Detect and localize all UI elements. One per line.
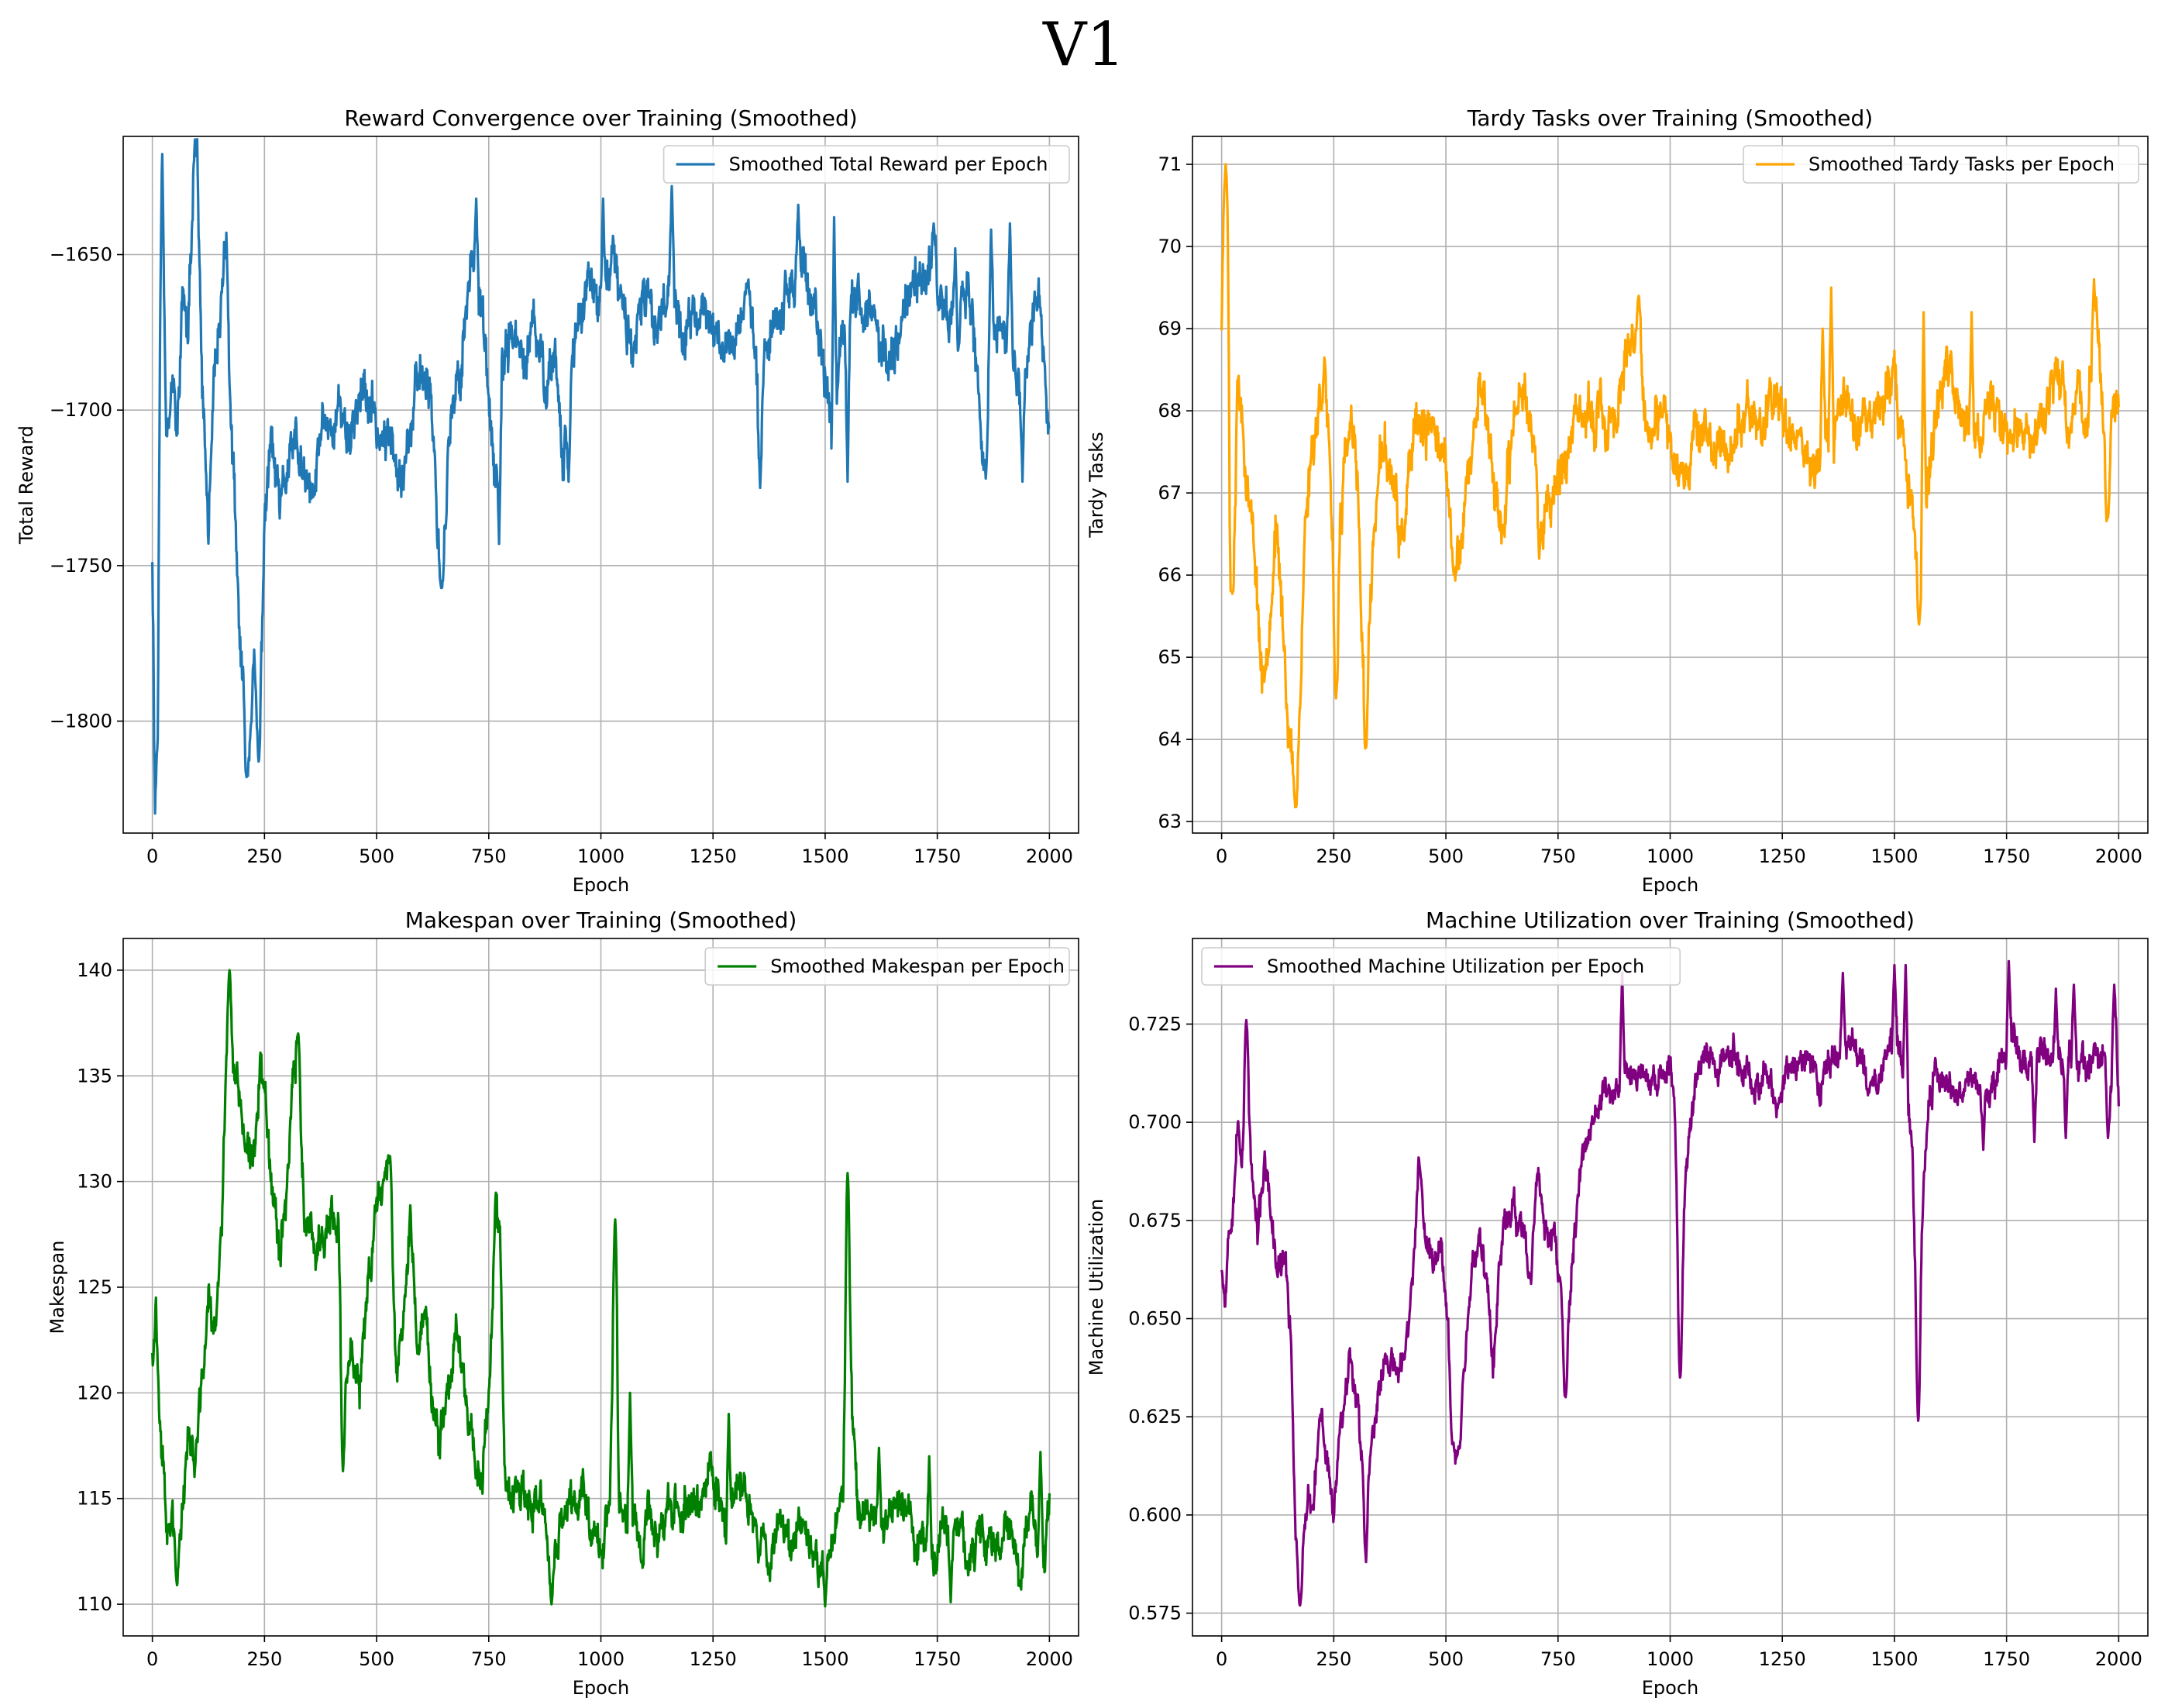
x-axis-label: Epoch [573, 874, 630, 896]
x-tick-label: 1000 [1647, 845, 1694, 867]
x-tick-label: 1250 [1759, 845, 1806, 867]
y-axis-label: Makespan [46, 1241, 68, 1334]
legend: Smoothed Tardy Tasks per Epoch [1743, 145, 2139, 184]
x-tick-label: 500 [359, 845, 394, 867]
legend: Smoothed Machine Utilization per Epoch [1201, 947, 1681, 986]
x-tick-label: 1500 [1870, 1648, 1918, 1670]
legend-box [1743, 145, 2139, 184]
x-tick-label: 2000 [2095, 845, 2142, 867]
y-axis-label: Machine Utilization [1086, 1199, 1107, 1376]
chart-title: Reward Convergence over Training (Smooth… [344, 105, 857, 131]
x-tick-label: 0 [146, 1648, 158, 1670]
legend-box [662, 145, 1070, 184]
y-tick-label: −1750 [50, 555, 112, 577]
y-tick-label: 0.625 [1128, 1406, 1182, 1427]
x-tick-label: 0 [146, 845, 158, 867]
x-tick-label: 1000 [577, 1648, 625, 1670]
chart-3: 0 250 500 750 1000 1250 1500 1750 2000 110 115 120 1… [46, 907, 1079, 1699]
legend-box [704, 947, 1070, 986]
chart-2: 0 250 500 750 1000 1250 1500 1750 2000 63 64 65 66 67… [1086, 105, 2149, 896]
x-tick-label: 250 [246, 845, 282, 867]
y-tick-label: 110 [77, 1593, 112, 1615]
y-tick-label: 68 [1158, 400, 1182, 422]
y-tick-label: −1700 [50, 399, 112, 421]
x-tick-label: 1750 [1983, 845, 2030, 867]
legend: Smoothed Makespan per Epoch [704, 947, 1070, 986]
y-tick-label: 140 [77, 959, 112, 981]
y-tick-label: 125 [77, 1276, 112, 1298]
y-tick-label: 0.725 [1128, 1013, 1182, 1035]
legend-box [1201, 947, 1681, 986]
y-tick-label: 0.700 [1128, 1111, 1182, 1133]
x-tick-label: 1750 [1983, 1648, 2030, 1670]
y-tick-label: −1650 [50, 244, 112, 266]
x-tick-label: 750 [1540, 845, 1576, 867]
x-tick-label: 750 [471, 1648, 507, 1670]
x-tick-label: 500 [1428, 1648, 1464, 1670]
x-tick-label: 1000 [1647, 1648, 1694, 1670]
x-tick-label: 750 [471, 845, 507, 867]
x-tick-label: 0 [1216, 845, 1227, 867]
x-tick-label: 500 [1428, 845, 1464, 867]
x-tick-label: 2000 [1026, 1648, 1073, 1670]
figure-suptitle: V1 [1042, 10, 1125, 80]
y-tick-label: 0.650 [1128, 1308, 1182, 1330]
x-tick-label: 1500 [801, 845, 848, 867]
x-axis-label: Epoch [1642, 874, 1699, 896]
chart-title: Tardy Tasks over Training (Smoothed) [1467, 105, 1873, 131]
chart-1: 0 250 500 750 1000 1250 1500 1750 2000 −1650 −1700… [15, 105, 1079, 896]
x-tick-label: 1750 [914, 1648, 961, 1670]
legend-label: Smoothed Tardy Tasks per Epoch [1808, 153, 2115, 175]
x-tick-label: 1250 [690, 845, 737, 867]
x-tick-label: 750 [1540, 1648, 1576, 1670]
y-tick-label: 69 [1158, 318, 1182, 339]
y-tick-label: 63 [1158, 811, 1182, 832]
y-axis-label: Total Reward [15, 425, 37, 545]
y-tick-label: 64 [1158, 728, 1182, 750]
x-tick-label: 1000 [577, 845, 625, 867]
y-tick-label: 71 [1158, 153, 1182, 175]
x-tick-label: 1500 [801, 1648, 848, 1670]
x-tick-label: 250 [246, 1648, 282, 1670]
x-axis-label: Epoch [573, 1677, 630, 1699]
x-tick-label: 500 [359, 1648, 394, 1670]
series-line [1220, 163, 2120, 809]
legend: Smoothed Total Reward per Epoch [662, 145, 1070, 184]
series-line [151, 138, 1051, 815]
y-tick-label: 120 [77, 1382, 112, 1403]
y-tick-label: 70 [1158, 236, 1182, 257]
chart-title: Makespan over Training (Smoothed) [405, 907, 797, 933]
y-tick-label: 135 [77, 1065, 112, 1086]
chart-4: 0 250 500 750 1000 1250 1500 1750 2000 0.575 0.600… [1086, 907, 2149, 1699]
x-tick-label: 1750 [914, 845, 961, 867]
y-tick-label: 115 [77, 1488, 112, 1510]
x-tick-label: 2000 [1026, 845, 1073, 867]
x-tick-label: 2000 [2095, 1648, 2142, 1670]
y-tick-label: 65 [1158, 646, 1182, 668]
y-tick-label: 0.600 [1128, 1504, 1182, 1526]
y-tick-label: 0.675 [1128, 1210, 1182, 1231]
x-tick-label: 1250 [690, 1648, 737, 1670]
y-tick-label: 66 [1158, 564, 1182, 586]
legend-label: Smoothed Total Reward per Epoch [729, 153, 1048, 175]
legend-label: Smoothed Machine Utilization per Epoch [1267, 956, 1644, 977]
y-tick-label: −1800 [50, 711, 112, 732]
x-tick-label: 250 [1316, 845, 1351, 867]
chart-title: Machine Utilization over Training (Smoot… [1426, 907, 1915, 933]
x-tick-label: 1250 [1759, 1648, 1806, 1670]
y-tick-label: 0.575 [1128, 1603, 1182, 1624]
x-tick-label: 0 [1216, 1648, 1227, 1670]
series-line [151, 969, 1051, 1608]
x-tick-label: 1500 [1870, 845, 1918, 867]
y-tick-label: 67 [1158, 482, 1182, 504]
y-axis-label: Tardy Tasks [1086, 432, 1107, 538]
legend-label: Smoothed Makespan per Epoch [770, 956, 1065, 977]
series-line [1220, 959, 2120, 1607]
x-tick-label: 250 [1316, 1648, 1351, 1670]
y-tick-label: 130 [77, 1171, 112, 1193]
x-axis-label: Epoch [1642, 1677, 1699, 1699]
